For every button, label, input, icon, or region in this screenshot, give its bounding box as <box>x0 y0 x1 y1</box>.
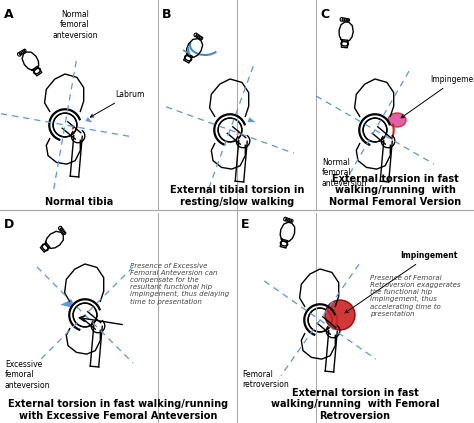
Text: Excessive
femoral
anteversion: Excessive femoral anteversion <box>5 360 51 390</box>
Text: Impingement: Impingement <box>345 251 457 313</box>
Ellipse shape <box>388 113 406 127</box>
Text: B: B <box>162 8 172 21</box>
Text: Normal
femoral
anteversion: Normal femoral anteversion <box>52 10 98 40</box>
Text: C: C <box>320 8 329 21</box>
Text: Impingement: Impingement <box>401 75 474 118</box>
Text: Normal
femoral
anteversion: Normal femoral anteversion <box>322 158 367 188</box>
Text: Femoral
retroversion: Femoral retroversion <box>242 370 289 390</box>
Text: Presence of Femoral
Retroversion exaggerates
the functional hip
impingement, thu: Presence of Femoral Retroversion exagger… <box>370 275 461 317</box>
Text: E: E <box>241 218 249 231</box>
Text: External torsion in fast
walking/running  with
Normal Femoral Version: External torsion in fast walking/running… <box>329 174 461 207</box>
Text: D: D <box>4 218 14 231</box>
Text: Normal tibia: Normal tibia <box>45 197 113 207</box>
Polygon shape <box>60 299 73 308</box>
Polygon shape <box>85 117 92 122</box>
Text: Presence of Excessive
Femoral Anteversion can
compensate for the
resultant funct: Presence of Excessive Femoral Anteversio… <box>130 263 229 305</box>
Text: External torsion in fast
walking/running  with Femoral
Retroversion: External torsion in fast walking/running… <box>271 388 439 421</box>
Circle shape <box>325 300 355 330</box>
Text: A: A <box>4 8 14 21</box>
Text: External tibial torsion in
resting/slow walking: External tibial torsion in resting/slow … <box>170 185 304 207</box>
Polygon shape <box>247 117 255 122</box>
Text: External torsion in fast walking/running
with Excessive Femoral Anteversion: External torsion in fast walking/running… <box>8 399 228 421</box>
Text: Labrum: Labrum <box>91 90 145 117</box>
